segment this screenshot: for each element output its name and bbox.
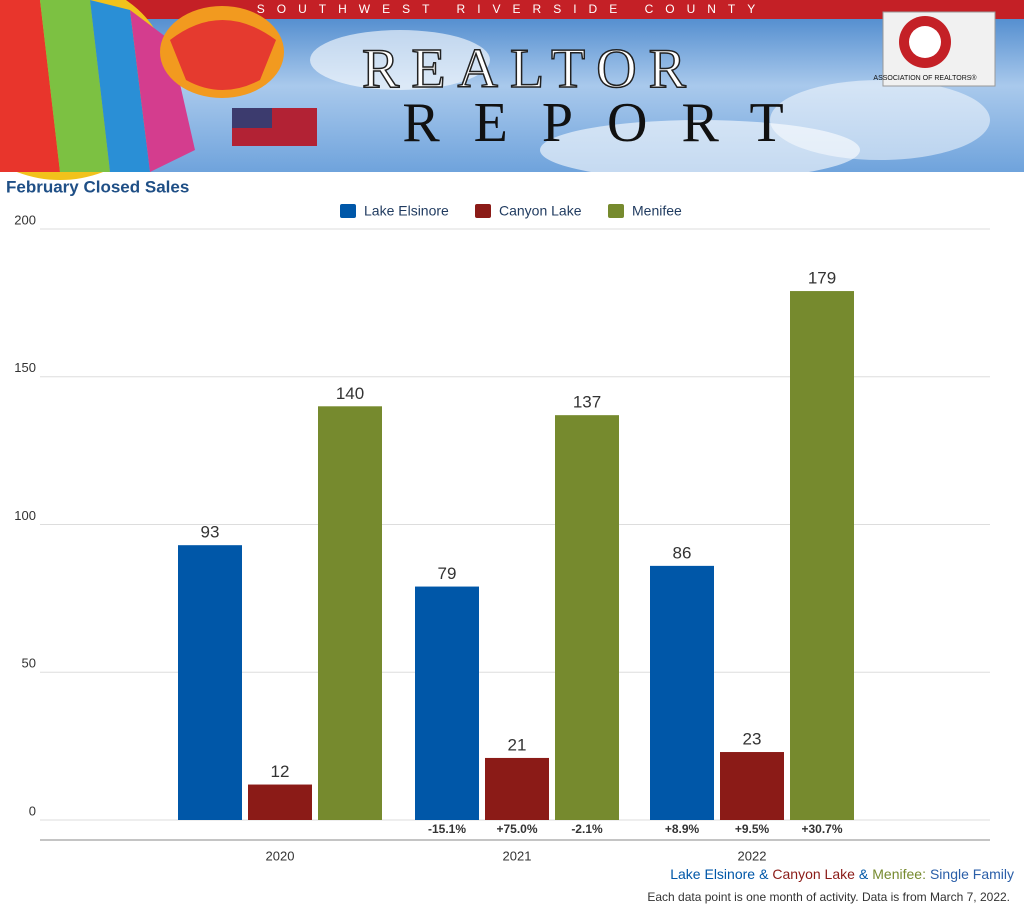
bar — [415, 586, 479, 820]
footer-part: Canyon Lake — [772, 866, 855, 882]
legend-label: Canyon Lake — [499, 203, 582, 219]
banner-title: REALTOR — [362, 38, 698, 100]
banner-subtitle: REPORT — [402, 92, 817, 154]
change-label: +75.0% — [496, 822, 537, 836]
footer-part: Single Family — [929, 866, 1014, 882]
value-label: 137 — [573, 393, 601, 412]
x-tick-label: 2021 — [503, 848, 532, 863]
chart-title: February Closed Sales — [6, 177, 189, 196]
footer-part: Lake Elsinore — [670, 866, 756, 882]
bar — [485, 757, 549, 820]
value-label: 140 — [336, 384, 364, 403]
legend-label: Lake Elsinore — [364, 203, 449, 219]
banner-county: SOUTHWEST RIVERSIDE COUNTY — [257, 2, 767, 16]
legend-swatch — [475, 204, 491, 218]
bar — [555, 415, 619, 820]
legend-swatch — [340, 204, 356, 218]
change-label: +9.5% — [735, 822, 770, 836]
y-tick-label: 50 — [22, 656, 36, 671]
bar — [650, 565, 714, 820]
legend-swatch — [608, 204, 624, 218]
bar — [790, 291, 854, 820]
balloon — [0, 0, 284, 180]
x-tick-label: 2022 — [738, 848, 767, 863]
y-tick-label: 100 — [14, 508, 36, 523]
footer-note: Each data point is one month of activity… — [647, 890, 1010, 904]
value-label: 179 — [808, 269, 836, 288]
footer-series: Lake Elsinore & Canyon Lake & Menifee: Single… — [0, 866, 1014, 882]
bar — [720, 752, 784, 820]
footer-part: & — [759, 866, 769, 882]
value-label: 23 — [743, 730, 762, 749]
bar — [248, 784, 312, 820]
value-label: 79 — [438, 564, 457, 583]
logo-text: ASSOCIATION OF REALTORS® — [873, 74, 977, 82]
change-label: -2.1% — [571, 822, 603, 836]
x-tick-label: 2020 — [266, 848, 295, 863]
change-label: +8.9% — [665, 822, 700, 836]
y-tick-label: 150 — [14, 360, 36, 375]
y-tick-label: 0 — [29, 803, 36, 818]
footer-part: Menifee: — [872, 866, 926, 882]
change-label: -15.1% — [428, 822, 466, 836]
banner: SOUTHWEST RIVERSIDE COUNTY REALTOR REPOR… — [0, 0, 1024, 180]
value-label: 12 — [271, 762, 290, 781]
y-tick-label: 200 — [14, 212, 36, 227]
footer-part: & — [858, 866, 869, 882]
bar — [318, 406, 382, 820]
bar — [178, 545, 242, 820]
change-label: +30.7% — [801, 822, 842, 836]
legend-label: Menifee — [632, 203, 682, 219]
value-label: 86 — [673, 543, 692, 562]
value-label: 21 — [508, 735, 527, 754]
value-label: 93 — [201, 523, 220, 542]
